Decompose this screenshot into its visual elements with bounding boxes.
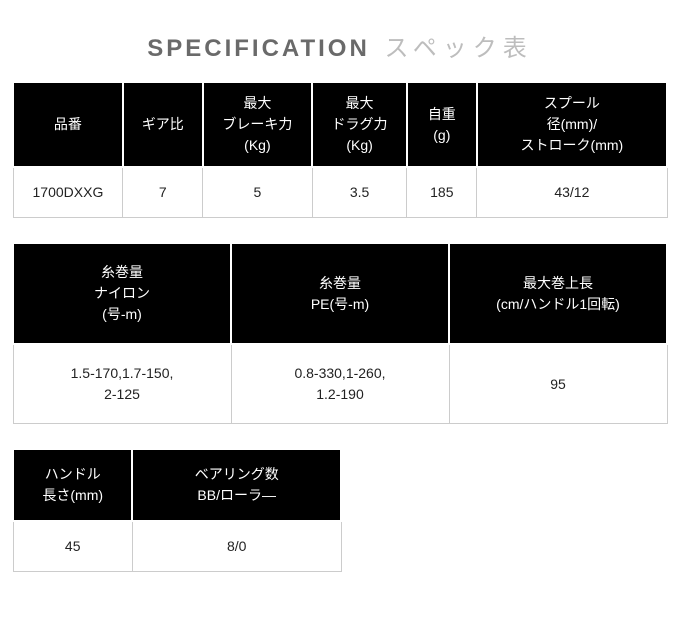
table-row: 45 8/0 <box>13 521 341 572</box>
col-spool: スプール 径(mm)/ ストローク(mm) <box>477 82 667 167</box>
table-header-row: 糸巻量 ナイロン (号-m) 糸巻量 PE(号-m) 最大巻上長 (cm/ハンド… <box>13 243 667 344</box>
col-weight: 自重 (g) <box>407 82 477 167</box>
col-max-brake: 最大 ブレーキ力 (Kg) <box>203 82 313 167</box>
cell-nylon: 1.5-170,1.7-150, 2-125 <box>13 344 231 424</box>
cell-spool: 43/12 <box>477 167 667 218</box>
col-max-drag: 最大 ドラグ力 (Kg) <box>312 82 407 167</box>
spec-table-3: ハンドル 長さ(mm) ベアリング数 BB/ローラ― 45 8/0 <box>12 448 342 572</box>
cell-pe: 0.8-330,1-260, 1.2-190 <box>231 344 449 424</box>
spec-table-2: 糸巻量 ナイロン (号-m) 糸巻量 PE(号-m) 最大巻上長 (cm/ハンド… <box>12 242 668 424</box>
spec-table-1: 品番 ギア比 最大 ブレーキ力 (Kg) 最大 ドラグ力 (Kg) 自重 (g)… <box>12 81 668 218</box>
table-header-row: ハンドル 長さ(mm) ベアリング数 BB/ローラ― <box>13 449 341 521</box>
spec-container: SPECIFICATION スペック表 品番 ギア比 最大 ブレーキ力 (Kg)… <box>0 0 680 636</box>
cell-weight: 185 <box>407 167 477 218</box>
cell-handle-length: 45 <box>13 521 132 572</box>
cell-max-drag: 3.5 <box>312 167 407 218</box>
col-model: 品番 <box>13 82 123 167</box>
cell-gear-ratio: 7 <box>123 167 203 218</box>
cell-model: 1700DXXG <box>13 167 123 218</box>
title-en: SPECIFICATION <box>147 35 370 62</box>
page-title: SPECIFICATION スペック表 <box>12 28 668 63</box>
table-row: 1.5-170,1.7-150, 2-125 0.8-330,1-260, 1.… <box>13 344 667 424</box>
cell-max-retrieve: 95 <box>449 344 667 424</box>
table-header-row: 品番 ギア比 最大 ブレーキ力 (Kg) 最大 ドラグ力 (Kg) 自重 (g)… <box>13 82 667 167</box>
table-row: 1700DXXG 7 5 3.5 185 43/12 <box>13 167 667 218</box>
col-max-retrieve: 最大巻上長 (cm/ハンドル1回転) <box>449 243 667 344</box>
col-nylon: 糸巻量 ナイロン (号-m) <box>13 243 231 344</box>
cell-max-brake: 5 <box>203 167 313 218</box>
col-pe: 糸巻量 PE(号-m) <box>231 243 449 344</box>
col-handle-length: ハンドル 長さ(mm) <box>13 449 132 521</box>
cell-bearings: 8/0 <box>132 521 341 572</box>
title-jp: スペック表 <box>384 35 532 62</box>
col-bearings: ベアリング数 BB/ローラ― <box>132 449 341 521</box>
col-gear-ratio: ギア比 <box>123 82 203 167</box>
